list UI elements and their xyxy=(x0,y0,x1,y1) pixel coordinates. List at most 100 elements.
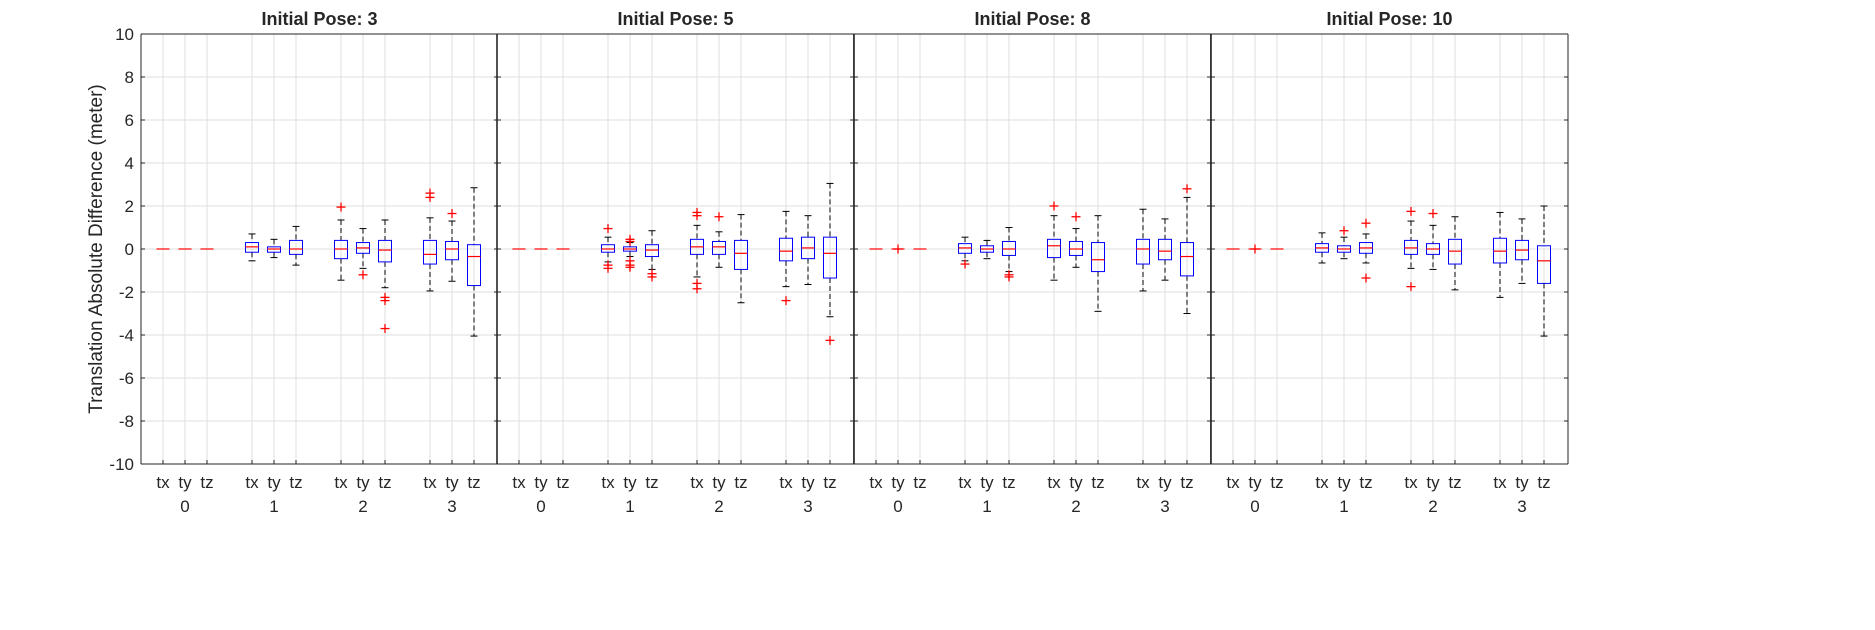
box-body xyxy=(1091,242,1105,273)
box-body xyxy=(1047,238,1061,259)
outlier-marker xyxy=(692,211,702,221)
outlier-marker xyxy=(1406,206,1416,216)
x-group-label: 2 xyxy=(714,497,723,516)
x-tick-label: ty xyxy=(801,473,815,492)
x-tick-label: ty xyxy=(980,473,994,492)
x-tick-label: ty xyxy=(1337,473,1351,492)
outlier-marker xyxy=(380,324,390,334)
box-body xyxy=(779,237,793,262)
box-3-tx xyxy=(423,188,437,292)
box-2-tx xyxy=(1404,206,1418,292)
x-tick-label: tz xyxy=(200,473,213,492)
x-tick-label: tz xyxy=(289,473,302,492)
x-tick-label: ty xyxy=(267,473,281,492)
box-1-tx xyxy=(601,224,615,273)
x-group-label: 1 xyxy=(269,497,278,516)
box-2-ty xyxy=(712,212,726,268)
outlier-marker xyxy=(1250,244,1260,254)
outlier-marker xyxy=(781,296,791,306)
outlier-marker xyxy=(1406,282,1416,292)
box-1-tx xyxy=(245,233,259,262)
box-3-ty xyxy=(1158,218,1172,281)
box-2-ty xyxy=(1069,212,1083,268)
y-tick-label: 2 xyxy=(125,197,134,216)
x-tick-label: tx xyxy=(512,473,526,492)
box-3-tz xyxy=(1537,205,1551,337)
outlier-marker xyxy=(1428,209,1438,219)
x-tick-label: tx xyxy=(156,473,170,492)
y-axis-label: Translation Absolute Difference (meter) xyxy=(86,84,107,414)
outlier-marker xyxy=(647,272,657,282)
box-body xyxy=(445,240,459,261)
box-1-tz xyxy=(645,230,659,282)
panel-title: Initial Pose: 5 xyxy=(617,9,733,29)
box-body xyxy=(1537,245,1551,284)
box-3-ty xyxy=(1515,218,1529,284)
x-tick-label: tx xyxy=(869,473,883,492)
x-tick-label: tz xyxy=(556,473,569,492)
x-group-label: 3 xyxy=(447,497,456,516)
y-tick-label: -8 xyxy=(119,412,134,431)
x-tick-label: tx xyxy=(1047,473,1061,492)
x-tick-label: tx xyxy=(1315,473,1329,492)
x-tick-label: tx xyxy=(245,473,259,492)
y-tick-label: -4 xyxy=(119,326,134,345)
x-group-label: 0 xyxy=(1250,497,1259,516)
x-tick-label: tz xyxy=(1002,473,1015,492)
box-3-tz xyxy=(1180,184,1194,314)
x-tick-label: tz xyxy=(913,473,926,492)
x-group-label: 3 xyxy=(1160,497,1169,516)
outlier-marker xyxy=(380,296,390,306)
box-1-tx xyxy=(958,236,972,269)
x-tick-label: tz xyxy=(734,473,747,492)
x-tick-label: tx xyxy=(423,473,437,492)
box-0-ty xyxy=(1248,244,1262,254)
box-1-ty xyxy=(980,239,994,260)
box-1-tz xyxy=(289,225,303,266)
y-tick-label: -6 xyxy=(119,369,134,388)
x-tick-label: ty xyxy=(356,473,370,492)
x-group-label: 1 xyxy=(625,497,634,516)
x-tick-label: tz xyxy=(645,473,658,492)
x-tick-label: ty xyxy=(534,473,548,492)
box-body xyxy=(1136,238,1150,265)
y-tick-label: 0 xyxy=(125,240,134,259)
x-tick-label: tx xyxy=(958,473,972,492)
x-tick-label: tz xyxy=(467,473,480,492)
outlier-marker xyxy=(714,212,724,222)
outlier-marker xyxy=(336,202,346,212)
box-3-tx xyxy=(1136,208,1150,292)
outlier-marker xyxy=(692,284,702,294)
box-body xyxy=(823,236,837,279)
x-tick-label: ty xyxy=(1248,473,1262,492)
outlier-marker xyxy=(1182,184,1192,194)
outlier-marker xyxy=(625,262,635,272)
x-tick-label: tz xyxy=(1270,473,1283,492)
box-2-ty xyxy=(356,228,370,280)
x-group-label: 0 xyxy=(180,497,189,516)
box-2-tz xyxy=(1448,216,1462,291)
outlier-marker xyxy=(625,236,635,246)
x-tick-label: tx xyxy=(1493,473,1507,492)
box-2-tz xyxy=(734,214,748,304)
box-3-ty xyxy=(801,215,815,285)
x-tick-label: tz xyxy=(1180,473,1193,492)
box-1-tz xyxy=(1002,227,1016,282)
outlier-marker xyxy=(603,224,613,234)
x-tick-label: ty xyxy=(445,473,459,492)
x-tick-label: ty xyxy=(1158,473,1172,492)
outlier-marker xyxy=(1071,212,1081,222)
x-group-label: 3 xyxy=(803,497,812,516)
x-tick-label: tx xyxy=(690,473,704,492)
x-tick-label: ty xyxy=(1426,473,1440,492)
x-tick-label: ty xyxy=(178,473,192,492)
x-tick-label: tx xyxy=(779,473,793,492)
y-tick-label: -10 xyxy=(109,455,134,474)
outlier-marker xyxy=(1049,201,1059,211)
x-tick-label: tx xyxy=(601,473,615,492)
x-group-label: 1 xyxy=(982,497,991,516)
box-1-ty xyxy=(267,238,281,259)
outlier-marker xyxy=(603,263,613,273)
